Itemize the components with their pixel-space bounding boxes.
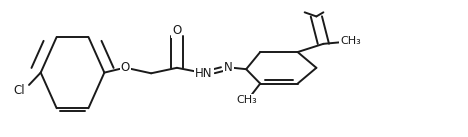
Text: O: O	[121, 61, 130, 74]
Text: CH₃: CH₃	[237, 95, 257, 105]
Text: HN: HN	[195, 67, 213, 80]
Text: CH₃: CH₃	[340, 36, 361, 46]
Text: N: N	[224, 61, 233, 74]
Text: Cl: Cl	[14, 84, 25, 97]
Text: O: O	[172, 24, 182, 37]
